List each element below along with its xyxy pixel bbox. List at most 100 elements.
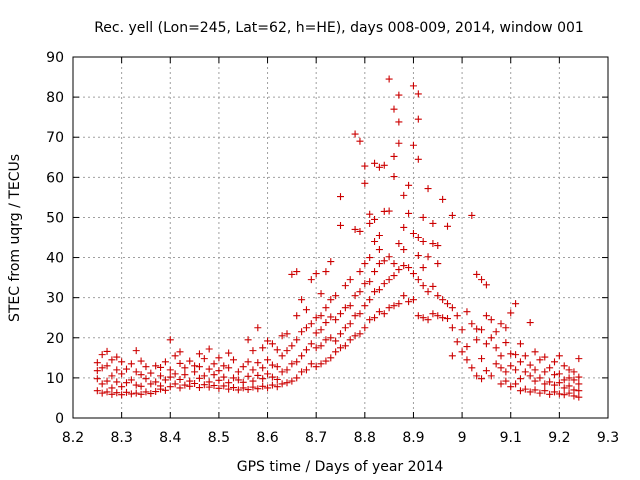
data-point-marker [366,316,374,324]
y-tick-label: 80 [46,90,64,106]
data-point-marker [351,225,359,233]
data-point-marker [191,362,199,370]
data-point-marker [516,358,524,366]
data-point-marker [302,306,310,314]
data-point-marker [351,332,359,340]
y-tick-label: 10 [46,371,64,387]
data-point-marker [560,391,568,399]
data-point-marker [273,363,281,371]
data-point-marker [142,388,150,396]
data-point-marker [565,374,573,382]
data-point-marker [161,376,169,384]
data-point-marker [482,367,490,375]
data-point-marker [439,296,447,304]
data-point-marker [526,319,534,327]
data-point-marker [171,380,179,388]
data-point-marker [570,368,578,376]
y-tick-label: 90 [46,50,64,66]
data-point-marker [478,355,486,363]
data-point-marker [298,328,306,336]
x-tick-label: 9.1 [500,430,522,446]
x-tick-label: 8.8 [354,430,376,446]
data-point-marker [390,272,398,280]
data-point-marker [249,383,257,391]
data-point-marker [93,387,101,395]
data-point-marker [293,336,301,344]
data-point-marker [375,308,383,316]
data-point-marker [205,378,213,386]
data-point-marker [361,302,369,310]
data-point-marker [312,314,320,322]
data-point-marker [512,300,520,308]
data-point-marker [220,362,228,370]
data-point-marker [337,221,344,229]
data-point-marker [414,276,422,284]
data-point-marker [157,382,165,390]
data-point-marker [473,336,481,344]
data-point-marker [560,384,568,392]
data-point-marker [293,374,301,382]
data-point-marker [322,268,330,276]
data-point-marker [375,231,383,239]
data-point-marker [516,340,524,348]
data-point-marker [118,391,126,399]
data-point-marker [390,152,398,160]
data-point-marker [234,386,242,394]
data-point-marker [283,366,291,374]
data-point-marker [147,369,155,377]
data-point-marker [337,193,344,201]
data-point-marker [317,312,325,320]
data-point-marker [516,387,524,395]
data-point-marker [502,368,510,376]
data-point-marker [346,320,354,328]
data-point-marker [312,344,320,352]
data-point-marker [98,351,106,359]
data-point-marker [113,378,121,386]
data-point-marker [551,388,558,396]
data-point-marker [293,312,301,320]
data-point-marker [371,238,379,246]
data-point-marker [429,240,437,248]
data-point-marker [531,348,539,356]
data-point-marker [419,238,427,246]
data-point-marker [132,389,140,397]
data-point-marker [536,374,544,382]
data-point-marker [103,362,111,370]
data-point-marker [560,376,568,384]
data-point-marker [171,370,179,378]
data-point-marker [283,379,291,387]
y-tick-label: 0 [55,411,64,427]
data-point-marker [254,371,262,379]
y-tick-label: 60 [46,170,64,186]
data-point-marker [507,383,515,391]
data-point-marker [395,240,403,248]
data-point-marker [317,326,325,334]
data-point-marker [395,118,403,126]
data-point-marker [468,320,476,328]
data-point-marker [444,315,451,323]
data-point-marker [234,368,242,376]
data-point-marker [200,381,208,389]
data-point-marker [395,300,403,308]
data-point-marker [278,332,286,340]
data-point-marker [215,384,223,392]
data-point-marker [264,337,272,345]
data-point-marker [419,282,427,290]
data-point-marker [400,246,408,254]
data-point-marker [273,375,281,383]
data-point-marker [225,349,233,357]
x-tick-label: 8.5 [208,430,230,446]
data-point-marker [302,346,310,354]
x-tick-label: 8.2 [62,430,84,446]
data-point-marker [278,380,286,388]
data-point-marker [502,377,510,385]
data-point-marker [473,325,481,333]
data-points [93,75,583,401]
data-point-marker [356,310,364,318]
data-point-marker [298,296,306,304]
data-point-marker [244,372,252,380]
data-point-marker [142,375,150,383]
data-point-marker [371,268,379,276]
data-point-marker [191,368,199,376]
data-point-marker [575,373,583,381]
